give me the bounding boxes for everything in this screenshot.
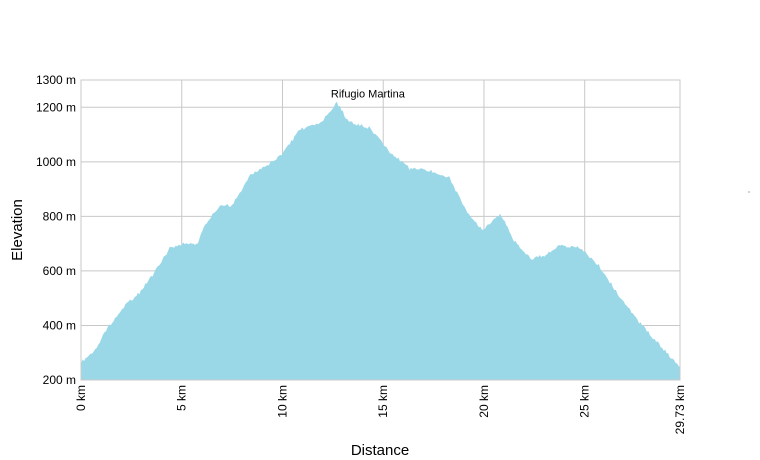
- elevation-area: [81, 101, 680, 380]
- y-tick-label: 200 m: [43, 373, 76, 387]
- x-axis-title: Distance: [351, 442, 409, 459]
- x-tick-label: 29.73 km: [673, 385, 687, 434]
- x-axis-ticks: 0 km 5 km 10 km 15 km 20 km 25 km 29.73 km: [74, 385, 687, 434]
- y-tick-label: 1300 m: [36, 73, 76, 87]
- stray-dot: [748, 191, 750, 193]
- y-tick-label: 400 m: [43, 318, 76, 332]
- y-tick-label: 800 m: [43, 209, 76, 223]
- y-axis-title: Elevation: [9, 199, 26, 261]
- y-tick-label: 600 m: [43, 264, 76, 278]
- x-tick-label: 25 km: [578, 385, 592, 418]
- x-tick-label: 20 km: [477, 385, 491, 418]
- x-tick-label: 10 km: [275, 385, 289, 418]
- plot-frame: [80, 79, 681, 381]
- x-tick-label: 5 km: [175, 385, 189, 411]
- x-tick-label: 15 km: [376, 385, 390, 418]
- y-tick-label: 1000 m: [36, 155, 76, 169]
- peak-annotation: Rifugio Martina: [331, 88, 406, 100]
- y-tick-label: 1200 m: [36, 100, 76, 114]
- x-tick-label: 0 km: [74, 385, 88, 411]
- y-axis-ticks: 200 m 400 m 600 m 800 m 1000 m 1200 m 1300 m: [36, 73, 76, 387]
